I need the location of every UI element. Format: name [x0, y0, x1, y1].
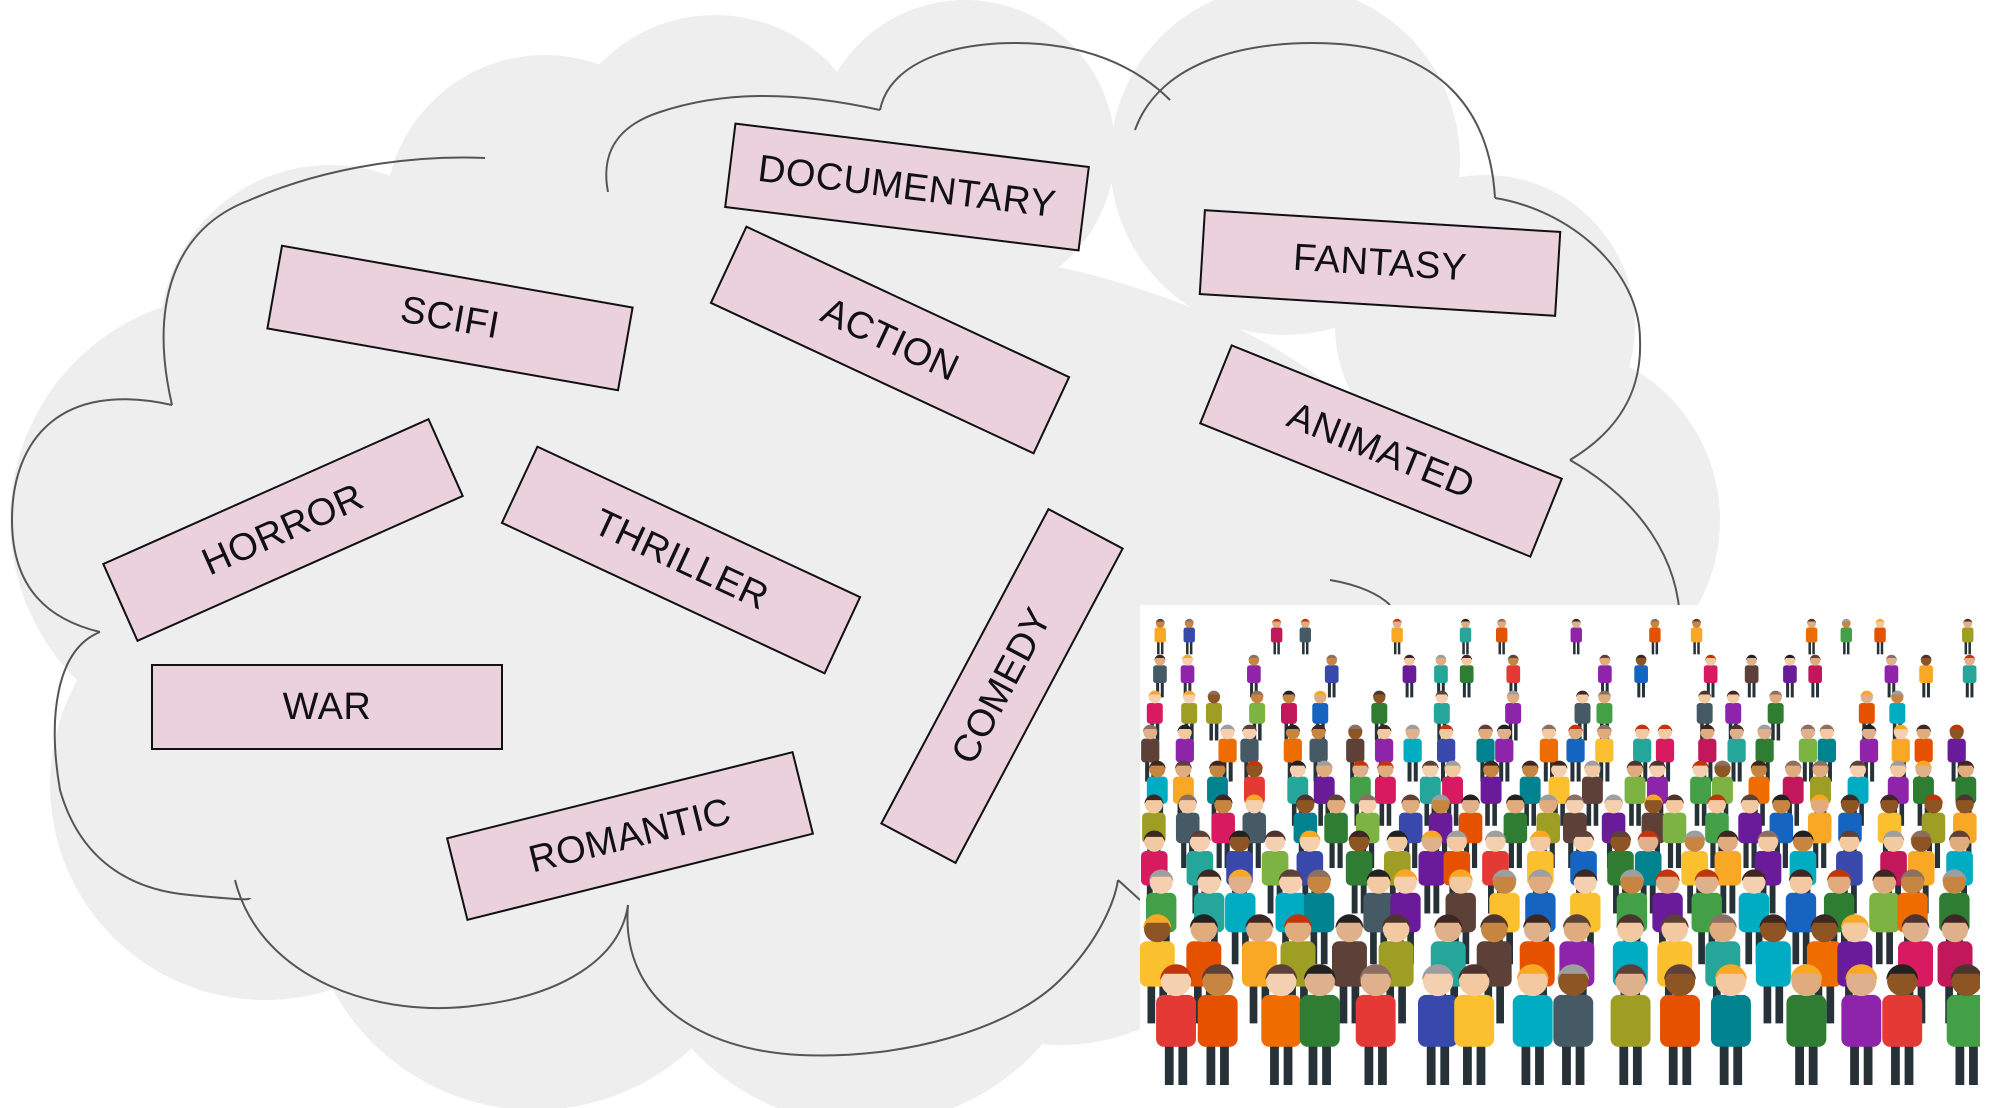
person-figure — [1634, 654, 1648, 698]
person-figure — [1805, 618, 1818, 655]
genre-label: FANTASY — [1291, 236, 1469, 289]
person-figure — [1154, 618, 1166, 655]
person-figure — [1403, 724, 1422, 782]
person-figure — [1962, 618, 1974, 655]
person-figure — [1703, 654, 1718, 698]
person-figure — [1624, 760, 1646, 826]
person-figure — [1247, 654, 1261, 698]
crowd-row — [1153, 654, 1977, 698]
crowd-row — [1154, 618, 1974, 655]
person-figure — [1595, 724, 1614, 782]
person-figure — [1434, 654, 1448, 698]
person-figure — [1727, 724, 1746, 782]
person-figure — [1218, 724, 1237, 782]
crowd-row — [1142, 794, 1977, 869]
person-figure — [1660, 964, 1700, 1085]
person-figure — [1374, 760, 1396, 826]
person-figure — [1783, 654, 1797, 698]
genre-tag-war: WAR — [151, 664, 503, 750]
person-figure — [1506, 654, 1521, 698]
person-figure — [1798, 724, 1818, 782]
genre-label: WAR — [282, 685, 372, 728]
person-figure — [1710, 964, 1751, 1085]
person-figure — [1962, 654, 1977, 698]
person-figure — [1503, 794, 1528, 869]
person-figure — [1283, 724, 1302, 782]
person-figure — [1714, 830, 1742, 914]
person-figure — [1633, 724, 1652, 782]
person-figure — [1417, 964, 1458, 1085]
person-figure — [1355, 964, 1396, 1085]
person-figure — [1919, 654, 1933, 698]
person-figure — [1598, 654, 1612, 698]
person-figure — [1755, 724, 1774, 782]
person-figure — [1519, 760, 1541, 826]
person-figure — [1324, 794, 1348, 869]
crowd-row — [1156, 964, 1980, 1085]
crowd-row — [1146, 690, 1906, 741]
person-figure — [1610, 964, 1651, 1085]
person-figure — [1197, 964, 1238, 1085]
person-figure — [1662, 794, 1687, 869]
person-figure — [1566, 724, 1585, 782]
person-figure — [1841, 964, 1882, 1085]
person-figure — [1690, 618, 1703, 655]
genre-label: SCIFI — [397, 288, 503, 347]
person-figure — [1183, 618, 1195, 655]
person-figure — [1581, 760, 1603, 826]
person-figure — [1180, 654, 1195, 698]
person-figure — [1744, 654, 1759, 698]
person-figure — [1495, 618, 1508, 655]
person-figure — [1738, 794, 1762, 869]
person-figure — [1459, 618, 1472, 655]
person-figure — [1454, 964, 1495, 1085]
genre-label: DOCUMENTARY — [755, 147, 1059, 226]
person-figure — [1690, 760, 1712, 826]
person-figure — [1840, 618, 1852, 655]
person-figure — [1946, 964, 1980, 1085]
person-figure — [1786, 964, 1827, 1085]
person-figure — [1480, 760, 1502, 826]
person-figure — [1299, 964, 1340, 1085]
person-figure — [1882, 964, 1923, 1085]
person-figure — [1574, 690, 1591, 741]
person-figure — [1767, 690, 1784, 741]
person-figure — [1785, 869, 1817, 965]
person-figure — [1859, 724, 1879, 782]
person-figure — [1553, 964, 1594, 1085]
person-figure — [1331, 914, 1367, 1024]
person-figure — [1391, 618, 1403, 655]
person-figure — [1418, 830, 1446, 914]
person-figure — [1153, 654, 1167, 698]
person-figure — [1570, 618, 1582, 655]
person-figure — [1299, 618, 1311, 655]
crowd-icon — [1140, 618, 1980, 1085]
person-figure — [1884, 654, 1899, 698]
person-figure — [1261, 964, 1302, 1085]
person-figure — [1205, 690, 1222, 741]
person-figure — [1649, 618, 1661, 655]
person-figure — [1755, 914, 1791, 1024]
person-figure — [1324, 654, 1339, 698]
crowd-of-people-illustration — [1140, 605, 1980, 1085]
person-figure — [1459, 654, 1474, 698]
person-figure — [1808, 654, 1823, 698]
person-figure — [1874, 618, 1886, 655]
person-figure — [1869, 869, 1900, 965]
person-figure — [1312, 690, 1329, 741]
person-figure — [1402, 654, 1417, 698]
person-figure — [1156, 964, 1196, 1085]
person-figure — [1270, 618, 1283, 655]
person-figure — [1495, 724, 1514, 782]
person-figure — [1512, 964, 1553, 1085]
